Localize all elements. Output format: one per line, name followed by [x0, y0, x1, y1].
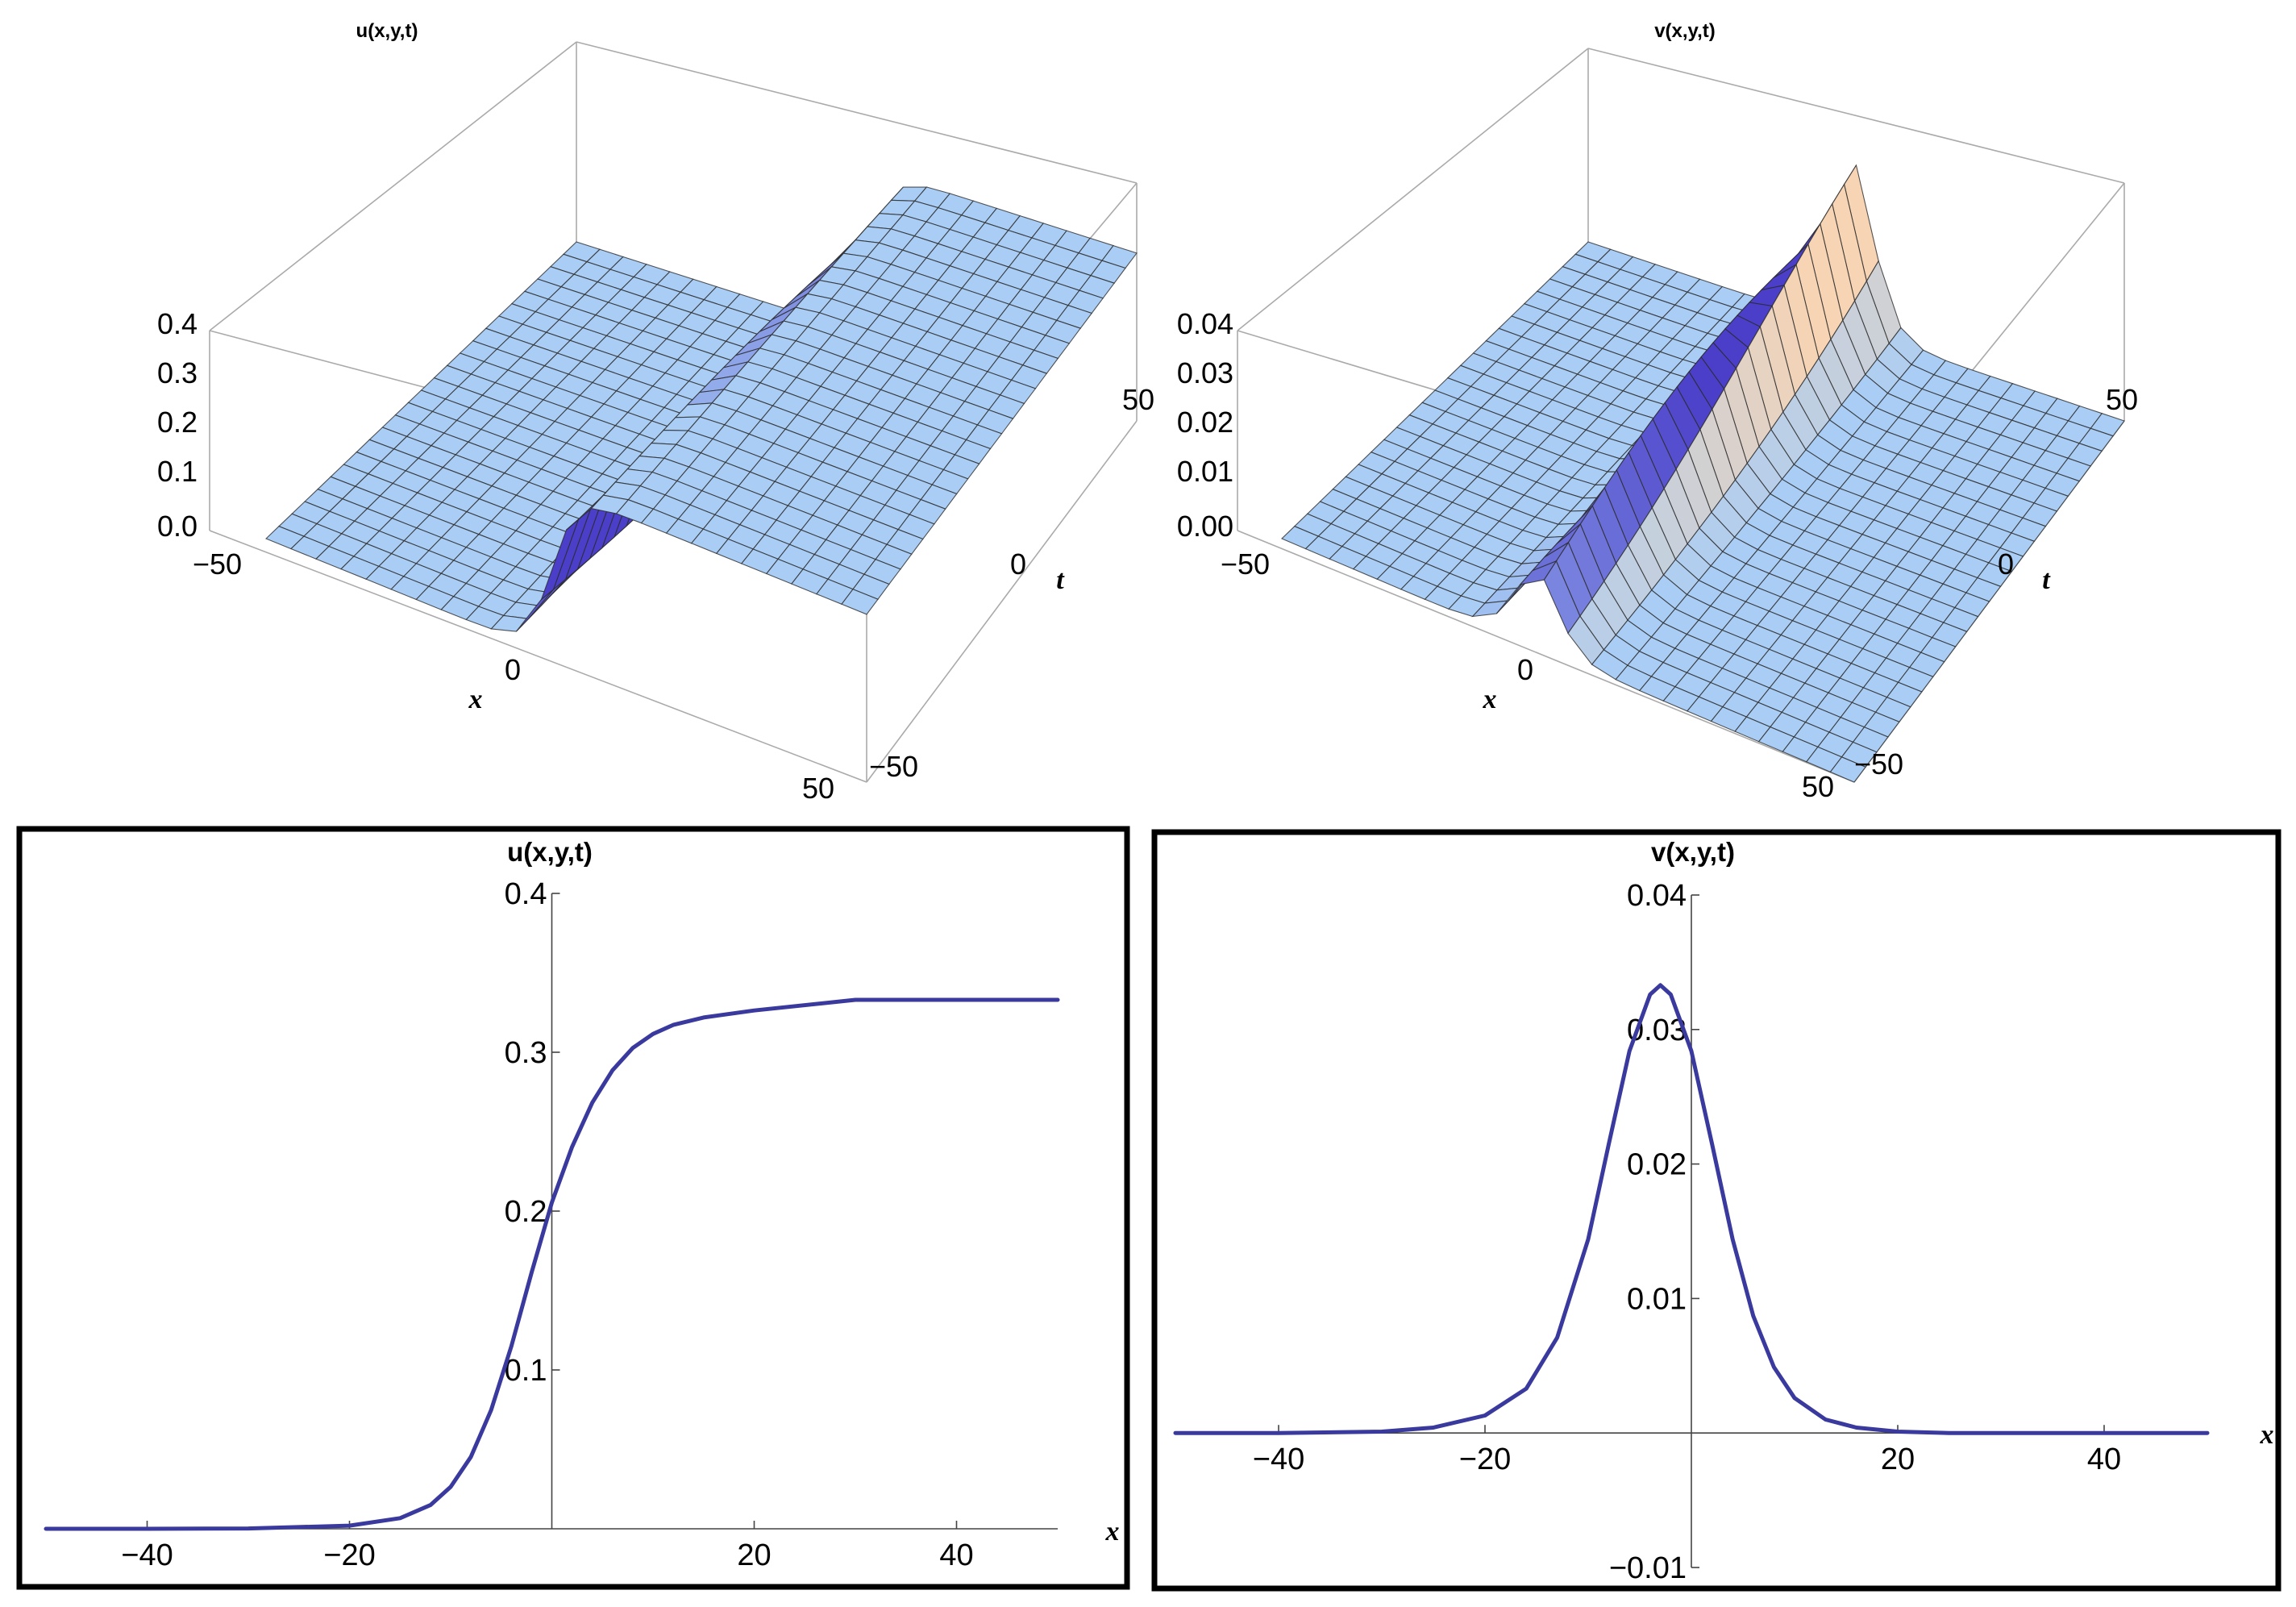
u-surface-t-tick-label: −50: [869, 750, 918, 783]
y-tick-label: 0.2: [505, 1195, 547, 1229]
v-line-panel: v(x,y,t) −40 −20 20 40−0.010.010.020.030.04…: [1151, 829, 2281, 1592]
u-line-frame: [16, 826, 1130, 1590]
v-surface-t-label: t: [2042, 565, 2051, 595]
x-tick-label: −40: [1253, 1443, 1304, 1476]
u-surface-t-tick-label: 0: [1010, 547, 1026, 581]
u-surface-z-tick-label: 0.2: [157, 406, 198, 439]
u-line-series: [44, 997, 1060, 1531]
v-line-frame: [1151, 829, 2281, 1592]
v-surface-mesh: [1281, 164, 2125, 783]
x-tick-label: −20: [1459, 1443, 1511, 1476]
u-surface-x-tick-label: 50: [802, 772, 834, 805]
v-surface-t-tick-label: 50: [2106, 383, 2138, 416]
v-line-x-label: x: [2260, 1420, 2274, 1450]
u-surface-t-axis: 50 0 −50 t: [869, 383, 1154, 783]
u-surface-z-tick-label: 0.1: [157, 455, 198, 488]
u-surface-x-axis: −50 0 50 x: [193, 547, 834, 805]
v-surface-z-tick-label: 0.03: [1177, 356, 1233, 389]
y-tick-label: −0.01: [1609, 1551, 1687, 1585]
y-tick-label: 0.1: [505, 1354, 547, 1388]
v-surface-z-tick-label: 0.02: [1177, 406, 1233, 439]
v-line-axes: −40 −20 20 40−0.010.010.020.030.04: [1175, 879, 2207, 1585]
u-surface-x-tick-label: −50: [193, 547, 242, 581]
v-surface-x-tick-label: 0: [1517, 653, 1533, 686]
v-surface-z-tick-label: 0.04: [1177, 307, 1233, 340]
y-tick-label: 0.4: [505, 877, 547, 911]
u-surface-mesh: [265, 186, 1138, 632]
u-line-title: u(x,y,t): [507, 837, 593, 867]
u-surface-x-tick-label: 0: [505, 653, 521, 686]
u-surface-x-label: x: [468, 685, 483, 714]
y-tick-label: 0.04: [1627, 879, 1687, 913]
u-surface-t-tick-label: 50: [1122, 383, 1154, 416]
y-tick-label: 0.02: [1627, 1148, 1687, 1182]
u-surface-t-label: t: [1056, 565, 1065, 595]
v-surface-x-tick-label: −50: [1221, 547, 1270, 581]
v-line-series: [1173, 983, 2210, 1435]
y-tick-label: 0.01: [1627, 1282, 1687, 1316]
y-tick-label: 0.3: [505, 1036, 547, 1070]
surface-patch: [841, 589, 879, 615]
u-surface-z-tick-label: 0.4: [157, 307, 198, 340]
x-tick-label: 20: [737, 1538, 771, 1572]
x-tick-label: −20: [323, 1538, 375, 1572]
u-line-x-label: x: [1105, 1517, 1120, 1547]
x-tick-label: 40: [2087, 1443, 2121, 1476]
v-surface-t-tick-label: 0: [1998, 547, 2014, 581]
v-surface-panel: v(x,y,t) 0.04 0.03 0.02 0.01 0.00 −50 0 …: [1177, 20, 2138, 803]
v-surface-t-axis: 50 0 −50 t: [1854, 383, 2138, 781]
x-tick-label: 40: [939, 1538, 973, 1572]
x-tick-label: 20: [1881, 1443, 1915, 1476]
u-surface-panel: u(x,y,t) 0.4 0.3 0.2 0.1 0.0 −50 0 50: [157, 20, 1154, 805]
v-surface-z-axis: 0.04 0.03 0.02 0.01 0.00: [1177, 307, 1233, 543]
v-surface-title: v(x,y,t): [1654, 20, 1716, 42]
u-line-panel: u(x,y,t) −40 −20 20 40 0.1 0.2 0.3 0.4 x: [16, 826, 1130, 1590]
u-surface-z-tick-label: 0.3: [157, 356, 198, 389]
x-tick-label: −40: [121, 1538, 173, 1572]
v-surface-x-label: x: [1483, 685, 1497, 714]
u-surface-z-tick-label: 0.0: [157, 510, 198, 543]
u-surface-title: u(x,y,t): [356, 20, 418, 42]
u-line-axes: −40 −20 20 40 0.1 0.2 0.3 0.4: [46, 877, 1058, 1572]
surface-patch: [1829, 756, 1866, 783]
v-surface-t-tick-label: −50: [1854, 747, 1903, 781]
u-surface-z-axis: 0.4 0.3 0.2 0.1 0.0: [157, 307, 198, 543]
v-surface-z-tick-label: 0.00: [1177, 510, 1233, 543]
v-line-title: v(x,y,t): [1651, 837, 1735, 867]
v-surface-z-tick-label: 0.01: [1177, 455, 1233, 488]
v-surface-x-tick-label: 50: [1802, 770, 1834, 803]
v-surface-x-axis: −50 0 50 x: [1221, 547, 1834, 803]
